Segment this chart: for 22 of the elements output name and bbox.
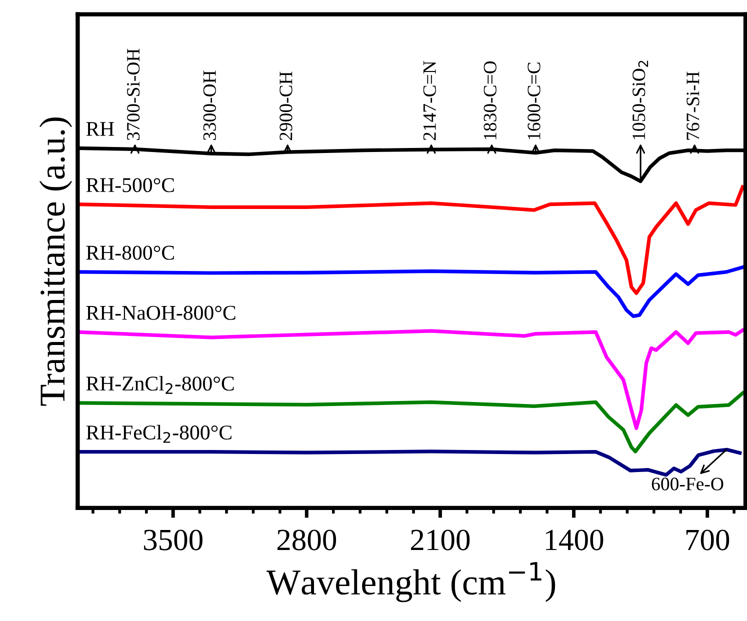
annotation: 2147-C=N xyxy=(423,61,436,140)
series-label: RH-800°C xyxy=(86,246,174,260)
annotation: 767-Si-H xyxy=(686,72,700,140)
x-tick-label: 1400 xyxy=(546,530,604,550)
x-tick-label: 3500 xyxy=(144,530,202,550)
annotation: 600-Fe-O xyxy=(652,478,724,490)
series-label: RH-FeCl$_{2}$-800°C xyxy=(86,424,232,443)
x-tick-label: 2100 xyxy=(411,530,470,550)
annotation: 1050-SiO$_{2}$ xyxy=(632,60,648,140)
x-tick-label: 2800 xyxy=(277,530,336,550)
annotation: 2900-CH xyxy=(280,72,292,140)
annotation: 3300-OH xyxy=(203,70,216,140)
x-tick-label: 700 xyxy=(686,530,730,550)
series-label: RH-500°C xyxy=(86,178,174,192)
x-axis-title: Wavelenght (cm$^{−1}$) xyxy=(266,562,556,602)
annotation: 1600-C=C xyxy=(528,62,540,140)
annotation: 1830-C=O xyxy=(484,61,496,140)
series-label: RH xyxy=(86,122,114,136)
series-label: RH-ZnCl$_{2}$-800°C xyxy=(86,376,234,394)
series-label: RH-NaOH-800°C xyxy=(86,306,236,320)
annotation: 3700-Si-OH xyxy=(126,48,140,140)
y-axis-title: Transmittance (a.u.) xyxy=(39,117,72,406)
